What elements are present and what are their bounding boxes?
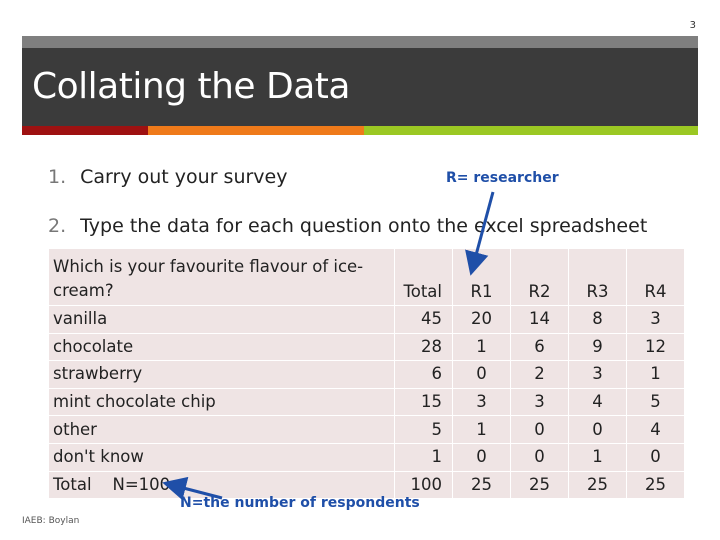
cell-r4: 25 (626, 470, 685, 500)
question-cell: Which is your favourite flavour of ice-c… (48, 248, 395, 306)
slide-number: 3 (689, 20, 696, 31)
bullet-1-number: 1. (48, 166, 67, 188)
bullet-1: 1. Carry out your survey (48, 166, 287, 188)
cell-r2: 0 (510, 415, 569, 444)
bullet-2-text: Type the data for each question onto the… (80, 215, 648, 237)
cell-r1: 20 (452, 305, 511, 334)
row-label: other (48, 415, 395, 444)
row-label: chocolate (48, 332, 395, 362)
cell-r3: 8 (568, 305, 627, 334)
cell-r4: 4 (626, 415, 685, 444)
cell-r3: 3 (568, 360, 627, 389)
cell-r4: 3 (626, 305, 685, 334)
cell-r2: 25 (510, 470, 569, 500)
cell-r1: 3 (452, 387, 511, 417)
cell-total: 6 (394, 360, 453, 389)
cell-total: 5 (394, 415, 453, 444)
cell-total: 45 (394, 305, 453, 334)
table-row: other 5 1 0 0 4 (48, 415, 685, 444)
accent-bar-orange (148, 126, 364, 135)
slide-title: Collating the Data (32, 66, 350, 107)
cell-r2: 6 (510, 332, 569, 362)
table-row: vanilla 45 20 14 8 3 (48, 305, 685, 334)
bullet-2-number: 2. (48, 215, 67, 237)
table-total-row: Total N=100 100 25 25 25 25 (48, 470, 685, 500)
cell-r2: 3 (510, 387, 569, 417)
row-label: strawberry (48, 360, 395, 389)
cell-r4: 0 (626, 442, 685, 472)
cell-r1: 0 (452, 442, 511, 472)
cell-r1: 1 (452, 332, 511, 362)
top-rule (22, 36, 698, 48)
accent-bar-green (364, 126, 698, 135)
row-label: vanilla (48, 305, 395, 334)
cell-r3: 4 (568, 387, 627, 417)
row-label: mint chocolate chip (48, 387, 395, 417)
accent-bar-red (22, 126, 148, 135)
bullet-1-text: Carry out your survey (80, 166, 288, 188)
table-row: strawberry 6 0 2 3 1 (48, 360, 685, 389)
header-total: Total (394, 248, 453, 306)
title-bar: Collating the Data (22, 48, 698, 126)
row-label: don't know (48, 442, 395, 472)
cell-r1: 1 (452, 415, 511, 444)
table-row: chocolate 28 1 6 9 12 (48, 332, 685, 362)
cell-r3: 9 (568, 332, 627, 362)
cell-r1: 0 (452, 360, 511, 389)
cell-r2: 14 (510, 305, 569, 334)
table-row: don't know 1 0 0 1 0 (48, 442, 685, 472)
cell-total: 28 (394, 332, 453, 362)
table-row: mint chocolate chip 15 3 3 4 5 (48, 387, 685, 417)
cell-r3: 0 (568, 415, 627, 444)
header-r4: R4 (626, 248, 685, 306)
cell-total: 100 (394, 470, 453, 500)
table-header-row: Which is your favourite flavour of ice-c… (48, 248, 685, 306)
cell-r4: 12 (626, 332, 685, 362)
cell-r2: 0 (510, 442, 569, 472)
header-r1: R1 (452, 248, 511, 306)
cell-r4: 5 (626, 387, 685, 417)
bullet-2: 2. Type the data for each question onto t… (48, 215, 647, 237)
cell-total: 1 (394, 442, 453, 472)
cell-r3: 25 (568, 470, 627, 500)
cell-r1: 25 (452, 470, 511, 500)
respondents-note: N=the number of respondents (180, 495, 420, 511)
survey-table: Which is your favourite flavour of ice-c… (48, 248, 685, 500)
cell-r4: 1 (626, 360, 685, 389)
cell-r2: 2 (510, 360, 569, 389)
header-r2: R2 (510, 248, 569, 306)
cell-total: 15 (394, 387, 453, 417)
header-r3: R3 (568, 248, 627, 306)
footer-credit: IAEB: Boylan (22, 516, 80, 526)
cell-r3: 1 (568, 442, 627, 472)
researcher-note: R= researcher (446, 170, 559, 186)
